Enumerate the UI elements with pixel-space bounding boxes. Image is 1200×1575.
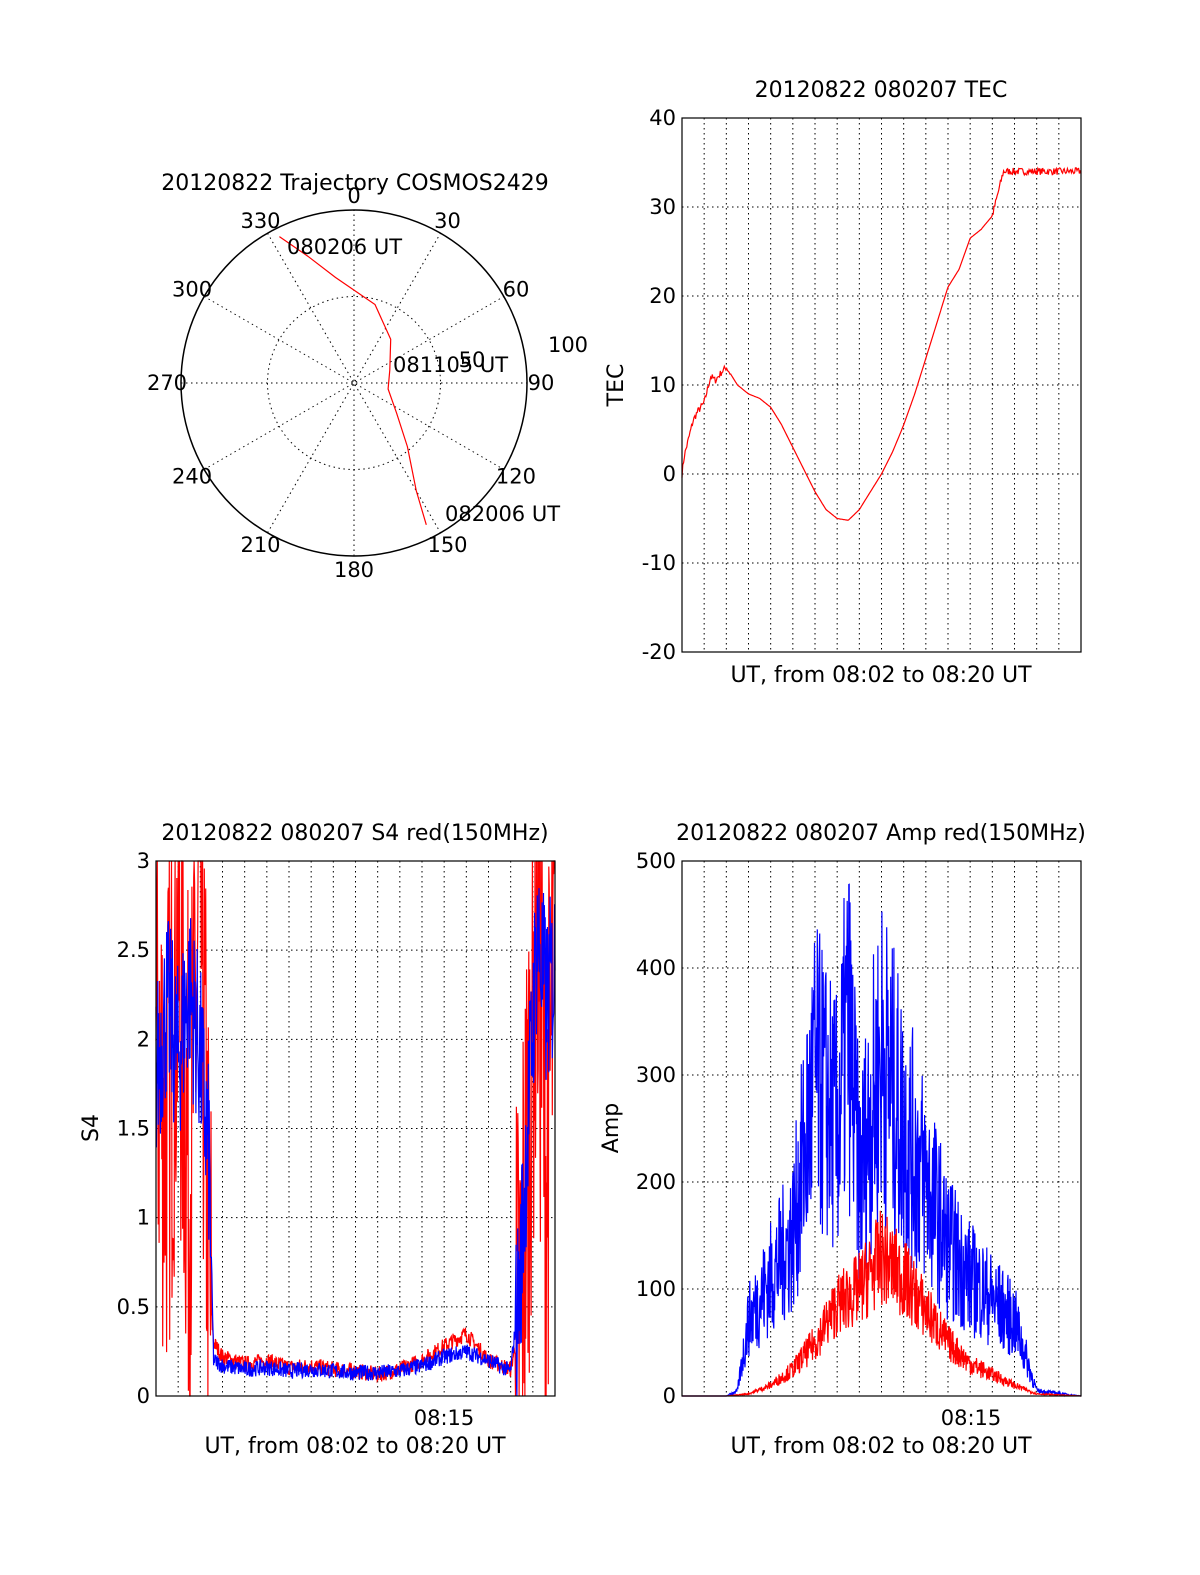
y-tick-label: 0 <box>663 1384 676 1408</box>
polar-title: 20120822 Trajectory COSMOS2429 <box>161 171 548 196</box>
y-tick-label: 300 <box>636 1063 676 1087</box>
y-tick-label: 1.5 <box>117 1117 150 1141</box>
polar-angle-label: 60 <box>503 278 530 302</box>
y-tick-label: 200 <box>636 1170 676 1194</box>
s4-title: 20120822 080207 S4 red(150MHz) <box>161 821 548 846</box>
y-tick-label: 10 <box>649 373 676 397</box>
y-tick-label: 0.5 <box>117 1295 150 1319</box>
trajectory-end-label: 082006 UT <box>445 502 560 526</box>
polar-radius-label-50: 50 <box>459 348 486 372</box>
y-tick-label: 2.5 <box>117 938 150 962</box>
amp-red-series-line <box>682 1210 1081 1397</box>
tec-title: 20120822 080207 TEC <box>755 78 1008 103</box>
polar-angle-label: 210 <box>240 533 280 557</box>
polar-angle-label: 330 <box>240 209 280 233</box>
polar-angle-label: 150 <box>427 533 467 557</box>
polar-angle-label: 0 <box>347 184 360 208</box>
polar-angle-label: 120 <box>496 465 536 489</box>
trajectory-line <box>279 236 427 525</box>
s4-grid <box>156 861 555 1396</box>
s4-frame <box>155 860 556 1397</box>
y-tick-label: 3 <box>137 849 150 873</box>
amp-y-tick-labels: 0 100 200 300 400 500 <box>636 849 676 1408</box>
polar-angle-label: 270 <box>147 371 187 395</box>
tec-series-line <box>681 166 1082 521</box>
polar-inner-circle <box>267 296 441 470</box>
amp-panel: 20120822 080207 Amp red(150MHz) 0 100 200 3… <box>599 821 1086 1459</box>
s4-xlabel: UT, from 08:02 to 08:20 UT <box>204 1434 506 1459</box>
s4-panel: 20120822 080207 S4 red(150MHz) 0 0.5 1 1.5 2… <box>79 821 556 1459</box>
tec-grid <box>682 118 1081 652</box>
y-tick-label: 2 <box>137 1027 150 1051</box>
amp-x-tick-label: 08:15 <box>941 1406 1002 1430</box>
y-tick-label: 0 <box>663 462 676 486</box>
amp-xlabel: UT, from 08:02 to 08:20 UT <box>730 1434 1032 1459</box>
s4-x-tick-label: 08:15 <box>414 1406 475 1430</box>
y-tick-label: -20 <box>642 640 676 664</box>
tec-y-tick-labels: -20 -10 0 10 20 30 40 <box>642 106 676 664</box>
y-tick-label: 400 <box>636 956 676 980</box>
amp-ylabel: Amp <box>599 1103 624 1153</box>
polar-angle-labels: 0 30 60 90 120 150 180 210 240 270 300 330 <box>147 184 554 582</box>
tec-xlabel: UT, from 08:02 to 08:20 UT <box>730 663 1032 688</box>
polar-angle-label: 300 <box>172 278 212 302</box>
trajectory-mid-label: 081105 UT <box>393 353 508 377</box>
y-tick-label: 20 <box>649 284 676 308</box>
polar-grid <box>180 209 528 557</box>
tec-frame <box>681 117 1082 653</box>
polar-spoke <box>203 296 505 470</box>
amp-frame <box>681 860 1082 1397</box>
polar-spoke <box>203 296 505 470</box>
s4-ylabel: S4 <box>79 1114 104 1142</box>
amp-title: 20120822 080207 Amp red(150MHz) <box>676 821 1086 846</box>
y-tick-label: 100 <box>636 1277 676 1301</box>
polar-panel: 20120822 Trajectory COSMOS2429 0 30 60 90 12… <box>147 171 588 582</box>
y-tick-label: 30 <box>649 195 676 219</box>
tec-ylabel: TEC <box>604 364 629 408</box>
polar-radius-label-100: 100 <box>548 333 588 357</box>
polar-angle-label: 240 <box>172 465 212 489</box>
polar-angle-label: 180 <box>334 558 374 582</box>
polar-angle-label: 90 <box>528 371 555 395</box>
polar-angle-label: 30 <box>434 209 461 233</box>
trajectory-start-label: 080206 UT <box>287 235 402 259</box>
s4-blue-series-line <box>155 888 556 1397</box>
y-tick-label: 0 <box>137 1384 150 1408</box>
s4-y-tick-labels: 0 0.5 1 1.5 2 2.5 3 <box>117 849 150 1408</box>
y-tick-label: 1 <box>137 1206 150 1230</box>
polar-spoke <box>267 232 441 534</box>
polar-spoke <box>267 232 441 534</box>
y-tick-label: -10 <box>642 551 676 575</box>
y-tick-label: 500 <box>636 849 676 873</box>
amp-blue-series-line <box>682 883 1081 1398</box>
y-tick-label: 40 <box>649 106 676 130</box>
